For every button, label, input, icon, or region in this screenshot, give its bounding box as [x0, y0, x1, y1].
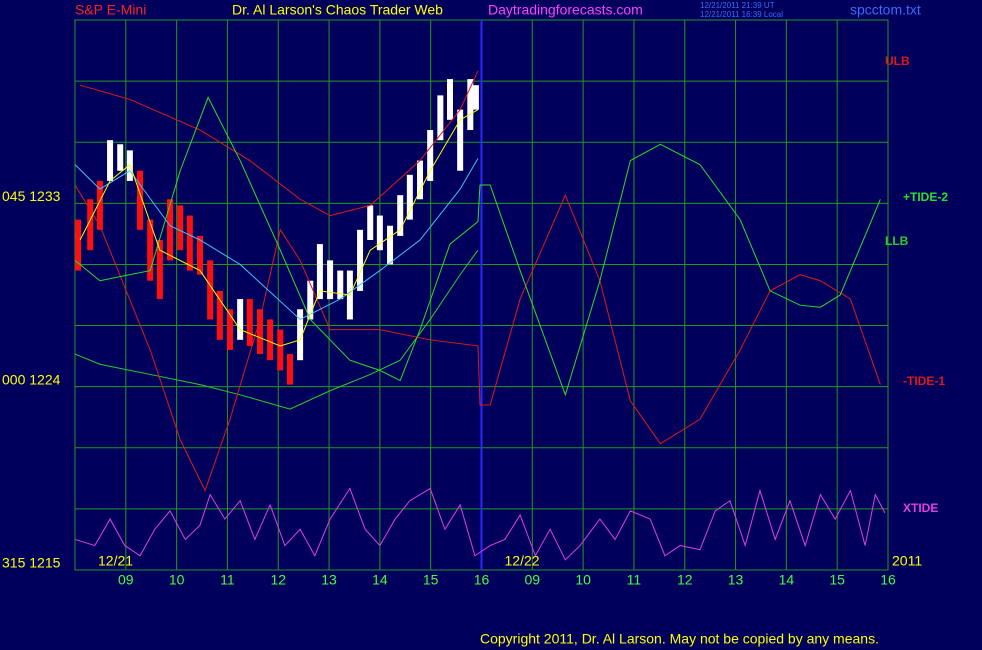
price-bar — [256, 309, 263, 355]
price-bar — [406, 174, 413, 220]
price-bar — [417, 160, 424, 200]
price-bar — [297, 309, 304, 361]
x-tick-label: 14 — [372, 572, 388, 588]
price-bar — [397, 195, 404, 236]
series-line — [74, 158, 479, 321]
x-tick-label: 09 — [118, 572, 134, 588]
price-bar — [367, 205, 374, 240]
price-bar — [376, 215, 383, 251]
price-bar — [327, 260, 334, 300]
x-tick-label: 09 — [525, 572, 541, 588]
day-label: 12/21 — [98, 553, 133, 569]
x-tick-label: 16 — [474, 572, 490, 588]
file-name: spcctom.txt — [850, 2, 921, 18]
instrument: S&P E-Mini — [75, 2, 146, 18]
price-bar — [446, 79, 453, 120]
site: Daytradingforecasts.com — [488, 2, 643, 18]
time-local: 12/21/2011 16:39 Local — [700, 10, 783, 19]
x-tick-label: 15 — [829, 572, 845, 588]
price-bar — [286, 354, 293, 385]
price-bar — [117, 144, 124, 171]
price-bar — [387, 225, 394, 265]
price-bar — [156, 240, 163, 300]
x-tick-label: 15 — [423, 572, 439, 588]
x-tick-label: 13 — [728, 572, 744, 588]
series-line — [79, 70, 479, 217]
price-bar — [457, 109, 464, 171]
price-bar — [207, 260, 214, 320]
price-bar — [237, 299, 244, 340]
price-bar — [267, 319, 274, 361]
price-bar — [186, 215, 193, 271]
copyright: Copyright 2011, Dr. Al Larson. May not b… — [480, 631, 879, 647]
price-bar — [277, 329, 284, 371]
price-bar — [96, 180, 103, 230]
series-line — [74, 487, 886, 561]
series-label: +TIDE-2 — [903, 190, 948, 204]
series-line — [79, 109, 479, 347]
title: Dr. Al Larson's Chaos Trader Web — [232, 2, 443, 18]
price-bar — [427, 130, 434, 181]
price-bar — [167, 199, 174, 261]
series-label: ULB — [885, 54, 910, 68]
price-bar — [246, 299, 253, 346]
price-bar — [87, 199, 94, 251]
x-tick-label: 12 — [270, 572, 286, 588]
x-tick-label: 16 — [880, 572, 896, 588]
x-tick-label: 10 — [169, 572, 185, 588]
price-bar — [226, 309, 233, 350]
price-bar — [357, 229, 364, 291]
price-bar — [472, 85, 479, 110]
price-bar — [75, 219, 82, 271]
series-label: XTIDE — [903, 501, 938, 515]
price-bar — [216, 290, 223, 340]
series-label: LLB — [885, 234, 909, 248]
price-bar — [467, 79, 474, 130]
x-tick-label: 14 — [779, 572, 795, 588]
price-bar — [196, 235, 203, 275]
price-bar — [177, 205, 184, 251]
price-bar — [337, 270, 344, 300]
x-tick-label: 10 — [575, 572, 591, 588]
series-line — [74, 249, 479, 410]
price-bar — [307, 280, 314, 320]
price-bar — [316, 244, 323, 300]
x-tick-label: 12 — [677, 572, 693, 588]
time-ut: 12/21/2011 21:39 UT — [700, 1, 775, 10]
y-tick-label: 045 1233 — [2, 188, 61, 204]
series-label: -TIDE-1 — [903, 374, 945, 388]
y-tick-label: 000 1224 — [2, 371, 61, 387]
price-bar — [107, 140, 114, 181]
price-bar — [437, 95, 444, 141]
x-tick-label: 13 — [321, 572, 337, 588]
x-tick-label: 11 — [627, 572, 642, 588]
price-bar — [147, 219, 154, 281]
series-line — [74, 96, 881, 397]
price-bar — [137, 170, 144, 230]
x-tick-label: 11 — [220, 572, 235, 588]
year-label: 2011 — [892, 553, 922, 569]
series-line — [74, 184, 881, 492]
y-tick-label: 315 1215 — [2, 555, 61, 571]
day-label: 12/22 — [505, 553, 540, 569]
